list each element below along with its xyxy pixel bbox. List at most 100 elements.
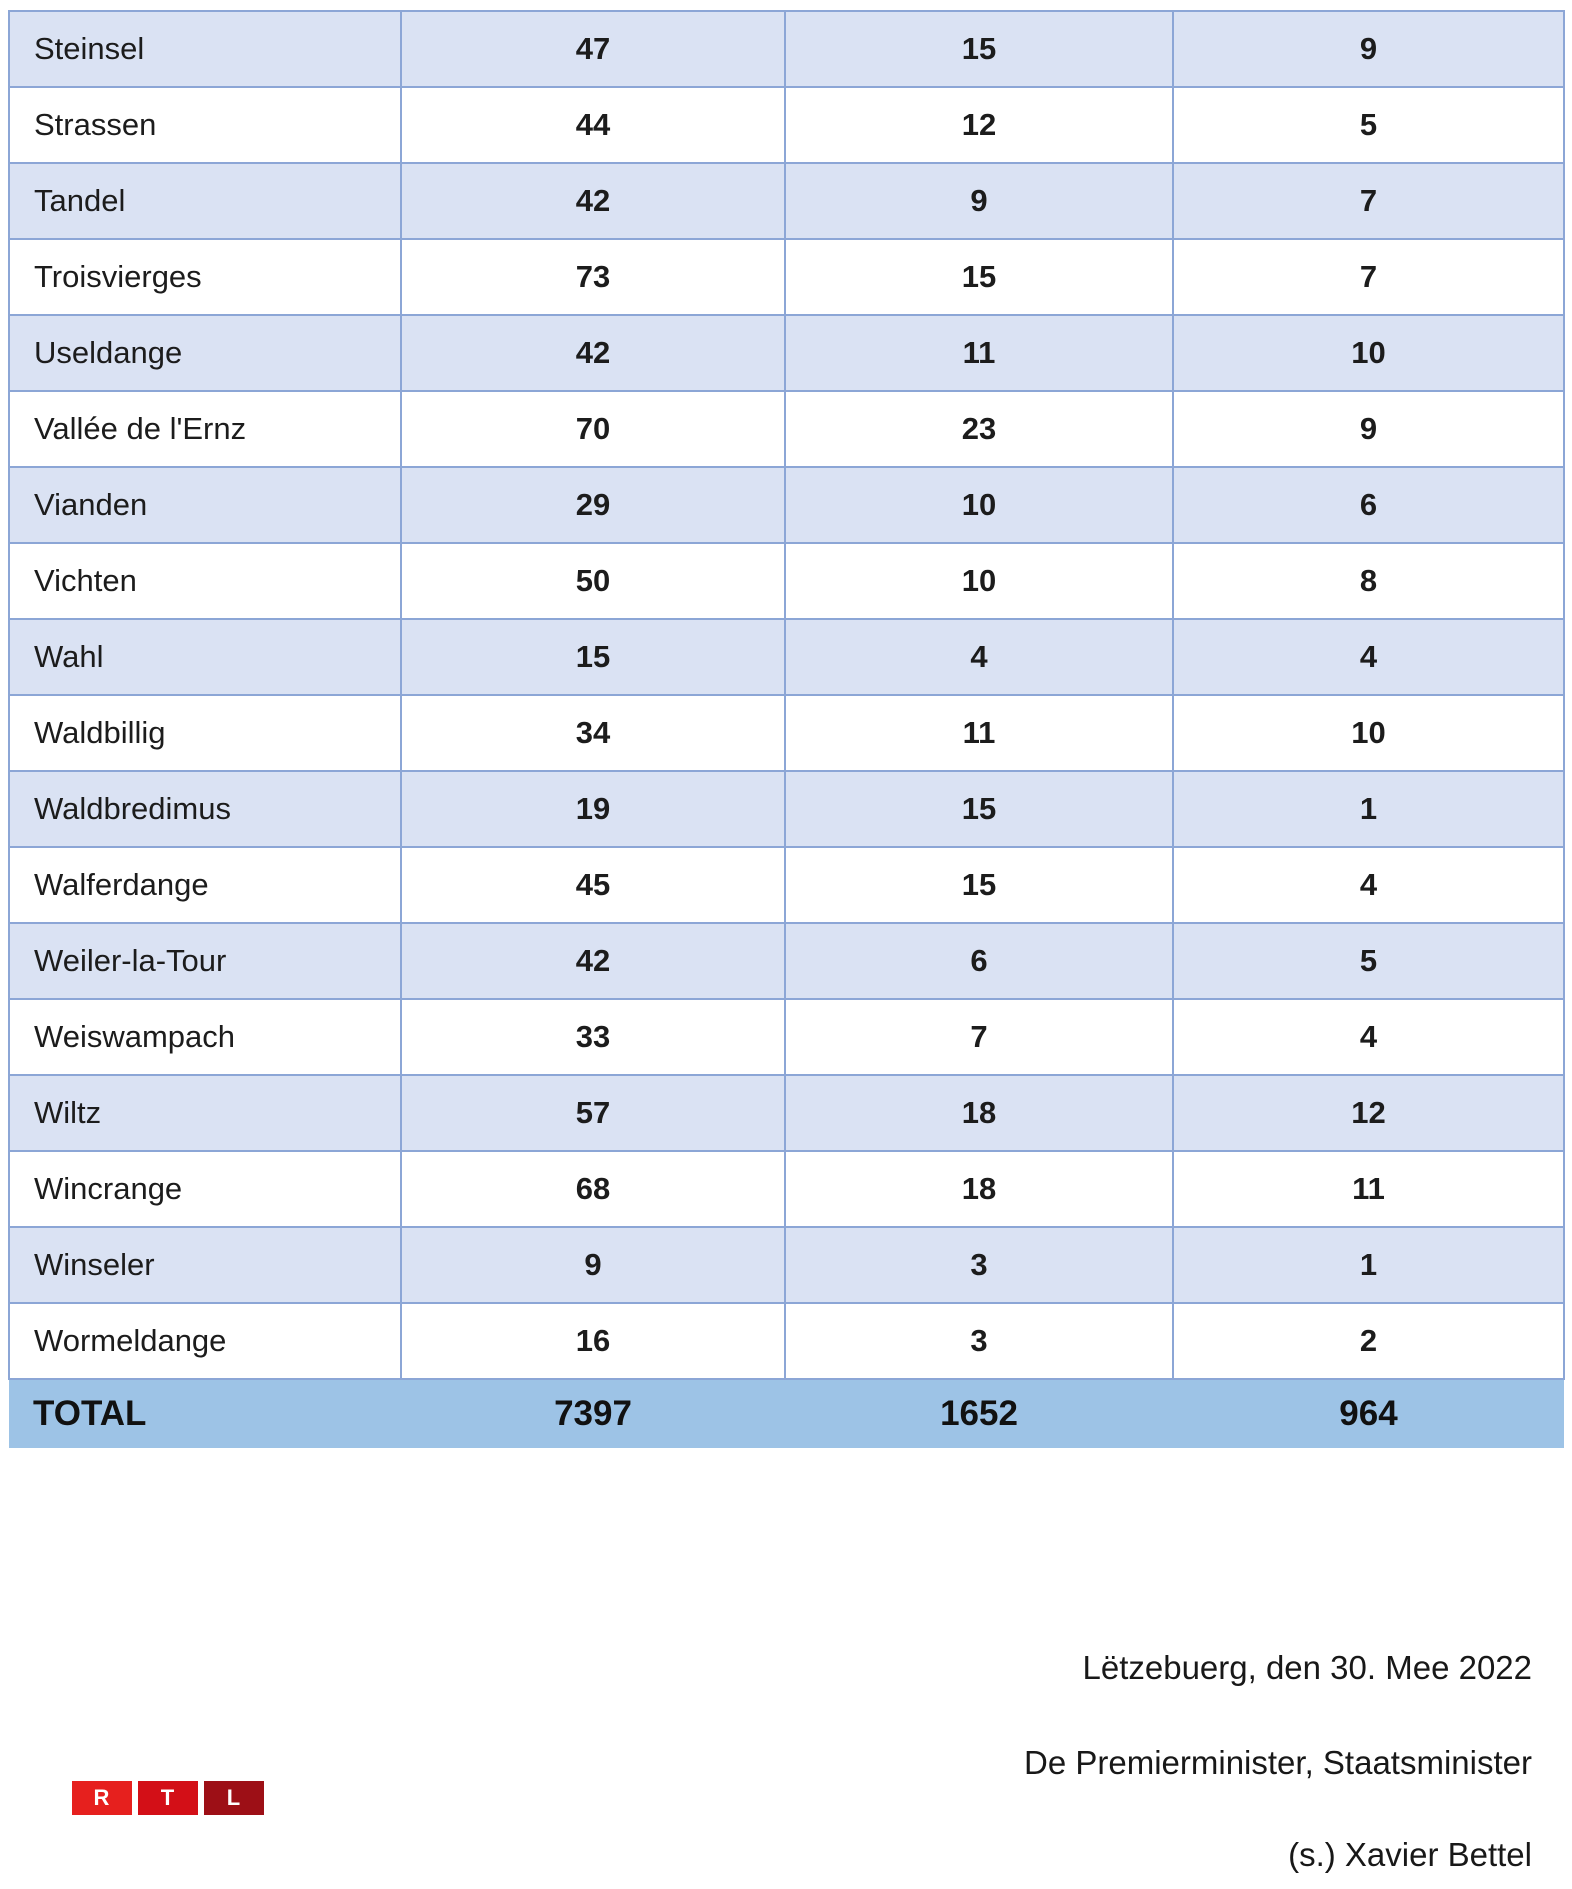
value-cell: 50 bbox=[400, 542, 786, 620]
value-cell: 15 bbox=[784, 770, 1174, 848]
value-cell: 19 bbox=[400, 770, 786, 848]
value-cell: 33 bbox=[400, 998, 786, 1076]
place-date-line: Lëtzebuerg, den 30. Mee 2022 bbox=[1082, 1649, 1532, 1686]
value-cell: 1 bbox=[1172, 770, 1565, 848]
commune-name-cell: Vichten bbox=[8, 542, 402, 620]
table-row: Troisvierges 73 15 7 bbox=[8, 238, 1565, 316]
value-cell: 12 bbox=[784, 86, 1174, 164]
signature-line: (s.) Xavier Bettel bbox=[1288, 1836, 1532, 1873]
value-cell: 7 bbox=[1172, 238, 1565, 316]
table-row: Waldbillig 34 11 10 bbox=[8, 694, 1565, 772]
value-cell: 15 bbox=[784, 10, 1174, 88]
value-cell: 42 bbox=[400, 922, 786, 1000]
table-row: Steinsel 47 15 9 bbox=[8, 10, 1565, 88]
value-cell: 4 bbox=[1172, 846, 1565, 924]
commune-name-cell: Vianden bbox=[8, 466, 402, 544]
minister-title-line: De Premierminister, Staatsminister bbox=[1024, 1744, 1532, 1781]
commune-name-cell: Steinsel bbox=[8, 10, 402, 88]
rtl-logo: R T L bbox=[72, 1781, 264, 1815]
value-cell: 29 bbox=[400, 466, 786, 544]
table-row: Wincrange 68 18 11 bbox=[8, 1150, 1565, 1228]
value-cell: 47 bbox=[400, 10, 786, 88]
table-row: Tandel 42 9 7 bbox=[8, 162, 1565, 240]
value-cell: 9 bbox=[784, 162, 1174, 240]
value-cell: 9 bbox=[1172, 390, 1565, 468]
value-cell: 45 bbox=[400, 846, 786, 924]
table-row: Vichten 50 10 8 bbox=[8, 542, 1565, 620]
commune-name-cell: Winseler bbox=[8, 1226, 402, 1304]
value-cell: 3 bbox=[784, 1226, 1174, 1304]
commune-name-cell: Walferdange bbox=[8, 846, 402, 924]
value-cell: 16 bbox=[400, 1302, 786, 1380]
value-cell: 10 bbox=[784, 542, 1174, 620]
commune-name-cell: Vallée de l'Ernz bbox=[8, 390, 402, 468]
table-row: Waldbredimus 19 15 1 bbox=[8, 770, 1565, 848]
commune-name-cell: Wiltz bbox=[8, 1074, 402, 1152]
value-cell: 68 bbox=[400, 1150, 786, 1228]
commune-name-cell: Useldange bbox=[8, 314, 402, 392]
table-row: Vallée de l'Ernz 70 23 9 bbox=[8, 390, 1565, 468]
value-cell: 18 bbox=[784, 1074, 1174, 1152]
value-cell: 15 bbox=[400, 618, 786, 696]
value-cell: 15 bbox=[784, 238, 1174, 316]
value-cell: 7 bbox=[784, 998, 1174, 1076]
value-cell: 5 bbox=[1172, 922, 1565, 1000]
value-cell: 11 bbox=[784, 314, 1174, 392]
value-cell: 8 bbox=[1172, 542, 1565, 620]
value-cell: 10 bbox=[1172, 694, 1565, 772]
commune-name-cell: Waldbillig bbox=[8, 694, 402, 772]
commune-name-cell: Tandel bbox=[8, 162, 402, 240]
total-value-cell: 964 bbox=[1173, 1378, 1564, 1448]
commune-name-cell: Waldbredimus bbox=[8, 770, 402, 848]
value-cell: 70 bbox=[400, 390, 786, 468]
value-cell: 6 bbox=[1172, 466, 1565, 544]
value-cell: 12 bbox=[1172, 1074, 1565, 1152]
rtl-logo-letter-l-icon: L bbox=[204, 1781, 264, 1815]
total-value-cell: 1652 bbox=[785, 1378, 1173, 1448]
value-cell: 34 bbox=[400, 694, 786, 772]
rtl-logo-letter-t-icon: T bbox=[138, 1781, 198, 1815]
value-cell: 6 bbox=[784, 922, 1174, 1000]
value-cell: 10 bbox=[1172, 314, 1565, 392]
value-cell: 23 bbox=[784, 390, 1174, 468]
value-cell: 9 bbox=[400, 1226, 786, 1304]
value-cell: 2 bbox=[1172, 1302, 1565, 1380]
commune-name-cell: Weiler-la-Tour bbox=[8, 922, 402, 1000]
table-row: Weiswampach 33 7 4 bbox=[8, 998, 1565, 1076]
commune-name-cell: Wahl bbox=[8, 618, 402, 696]
commune-name-cell: Wincrange bbox=[8, 1150, 402, 1228]
value-cell: 1 bbox=[1172, 1226, 1565, 1304]
table-row: Wormeldange 16 3 2 bbox=[8, 1302, 1565, 1380]
value-cell: 44 bbox=[400, 86, 786, 164]
table-row: Walferdange 45 15 4 bbox=[8, 846, 1565, 924]
value-cell: 5 bbox=[1172, 86, 1565, 164]
value-cell: 18 bbox=[784, 1150, 1174, 1228]
table-row: Weiler-la-Tour 42 6 5 bbox=[8, 922, 1565, 1000]
table-row: Wahl 15 4 4 bbox=[8, 618, 1565, 696]
value-cell: 4 bbox=[1172, 618, 1565, 696]
commune-name-cell: Strassen bbox=[8, 86, 402, 164]
table-row: Vianden 29 10 6 bbox=[8, 466, 1565, 544]
value-cell: 73 bbox=[400, 238, 786, 316]
total-row: TOTAL 7397 1652 964 bbox=[9, 1378, 1564, 1448]
value-cell: 15 bbox=[784, 846, 1174, 924]
value-cell: 9 bbox=[1172, 10, 1565, 88]
table-row: Strassen 44 12 5 bbox=[8, 86, 1565, 164]
value-cell: 7 bbox=[1172, 162, 1565, 240]
commune-name-cell: Weiswampach bbox=[8, 998, 402, 1076]
value-cell: 4 bbox=[784, 618, 1174, 696]
table-row: Winseler 9 3 1 bbox=[8, 1226, 1565, 1304]
rtl-logo-letter-r-icon: R bbox=[72, 1781, 132, 1815]
commune-table: Steinsel 47 15 9 Strassen 44 12 5 Tandel 42 9 7 Troi… bbox=[8, 10, 1565, 1448]
total-value-cell: 7397 bbox=[401, 1378, 785, 1448]
value-cell: 11 bbox=[784, 694, 1174, 772]
commune-name-cell: Troisvierges bbox=[8, 238, 402, 316]
value-cell: 42 bbox=[400, 162, 786, 240]
value-cell: 57 bbox=[400, 1074, 786, 1152]
value-cell: 4 bbox=[1172, 998, 1565, 1076]
total-label-cell: TOTAL bbox=[9, 1378, 401, 1448]
table-row: Wiltz 57 18 12 bbox=[8, 1074, 1565, 1152]
commune-name-cell: Wormeldange bbox=[8, 1302, 402, 1380]
value-cell: 42 bbox=[400, 314, 786, 392]
